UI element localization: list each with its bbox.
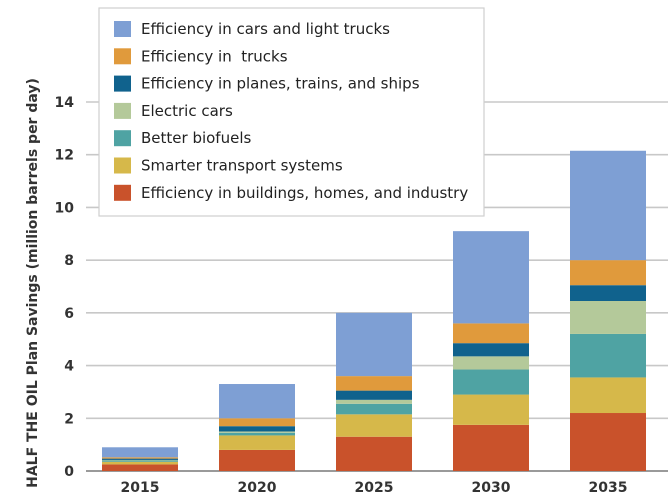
legend: Efficiency in cars and light trucks Effic… bbox=[98, 7, 485, 217]
bar-segment bbox=[102, 458, 178, 460]
bar-segment bbox=[336, 312, 412, 377]
legend-swatch bbox=[114, 130, 131, 147]
legend-box bbox=[98, 7, 485, 217]
bar-segment bbox=[336, 376, 412, 391]
x-tick-labels: 2015 2020 2025 2030 2035 bbox=[121, 480, 628, 496]
bar-segment bbox=[336, 436, 412, 471]
bar-segment bbox=[336, 414, 412, 437]
y-tick-labels: 0 2 4 6 8 10 12 14 bbox=[55, 95, 75, 480]
legend-label: Efficiency in trucks bbox=[141, 47, 288, 65]
bar-segment bbox=[219, 431, 295, 433]
x-tick-label: 2020 bbox=[238, 480, 277, 496]
x-tick-label: 2015 bbox=[121, 480, 160, 496]
bar-segment bbox=[219, 432, 295, 436]
bar-segment bbox=[453, 323, 529, 344]
y-tick-label: 0 bbox=[64, 464, 74, 480]
bar-segment bbox=[570, 377, 646, 414]
bars bbox=[102, 150, 646, 471]
y-tick-label: 10 bbox=[55, 200, 75, 216]
legend-label: Efficiency in planes, trains, and ships bbox=[141, 75, 420, 93]
legend-label: Efficiency in cars and light trucks bbox=[141, 20, 390, 38]
y-tick-label: 12 bbox=[55, 148, 74, 164]
bar-segment bbox=[453, 343, 529, 357]
y-tick-label: 14 bbox=[55, 95, 75, 111]
bar-segment bbox=[336, 390, 412, 400]
bar-segment bbox=[453, 394, 529, 425]
bar-segment bbox=[219, 426, 295, 432]
bar-segment bbox=[102, 457, 178, 459]
x-tick-label: 2035 bbox=[589, 480, 628, 496]
bar-segment bbox=[102, 461, 178, 465]
legend-swatch bbox=[114, 75, 131, 92]
y-tick-label: 2 bbox=[64, 411, 74, 427]
legend-label: Electric cars bbox=[141, 102, 233, 120]
bar-segment bbox=[219, 384, 295, 419]
y-tick-label: 4 bbox=[64, 359, 74, 375]
x-tick-label: 2025 bbox=[355, 480, 394, 496]
bar-segment bbox=[102, 447, 178, 458]
legend-swatch bbox=[114, 21, 131, 37]
legend-swatch bbox=[114, 102, 131, 119]
y-tick-label: 8 bbox=[64, 253, 74, 269]
bar-segment bbox=[570, 150, 646, 261]
bar-segment bbox=[453, 424, 529, 471]
bar-segment bbox=[219, 449, 295, 471]
legend-swatch bbox=[114, 157, 131, 174]
legend-label: Smarter transport systems bbox=[141, 157, 343, 175]
bar-segment bbox=[570, 285, 646, 301]
bar-segment bbox=[453, 356, 529, 370]
legend-label: Efficiency in buildings, homes, and indu… bbox=[141, 184, 468, 202]
bar-segment bbox=[219, 418, 295, 427]
legend-label: Better biofuels bbox=[141, 129, 251, 147]
bar-segment bbox=[570, 260, 646, 286]
bar-segment bbox=[570, 300, 646, 334]
bar-segment bbox=[453, 231, 529, 324]
legend-swatch bbox=[114, 184, 131, 201]
bar-segment bbox=[102, 464, 178, 471]
bar-segment bbox=[336, 399, 412, 404]
bar-segment bbox=[336, 403, 412, 415]
bar-segment bbox=[453, 369, 529, 395]
legend-swatch bbox=[114, 48, 131, 65]
bar-segment bbox=[102, 459, 178, 461]
bar-segment bbox=[570, 413, 646, 471]
x-tick-label: 2030 bbox=[472, 480, 511, 496]
y-tick-label: 6 bbox=[64, 306, 74, 322]
bar-segment bbox=[102, 460, 178, 462]
bar-segment bbox=[219, 435, 295, 450]
y-axis-label: HALF THE OIL Plan Savings (million barre… bbox=[25, 78, 41, 488]
bar-segment bbox=[570, 333, 646, 378]
